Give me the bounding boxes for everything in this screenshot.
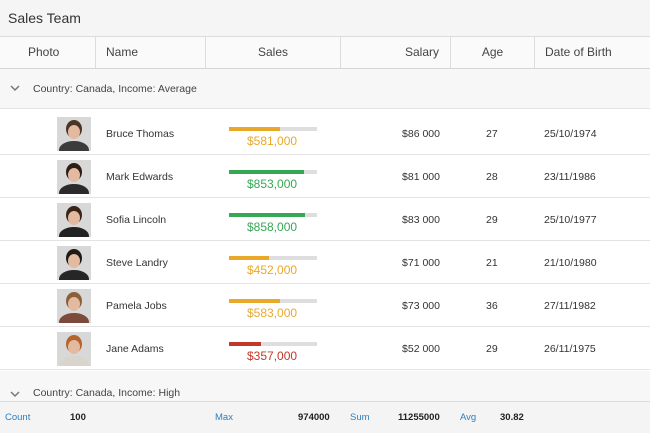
column-header-sales-label: Sales xyxy=(257,45,289,59)
data-rows: Bruce Thomas $581,000 $86 000 27 25/10/1… xyxy=(0,112,650,370)
person-photo xyxy=(57,246,91,280)
table-row[interactable]: Pamela Jobs $583,000 $73 000 36 27/11/19… xyxy=(0,284,650,327)
sales-value: $583,000 xyxy=(247,306,298,320)
table-row[interactable]: Mark Edwards $853,000 $81 000 28 23/11/1… xyxy=(0,155,650,198)
group-label: Country: Canada, Income: Average xyxy=(33,83,197,95)
count-label: Count xyxy=(5,412,31,423)
sales-bar-fill xyxy=(229,342,261,346)
column-header-sales[interactable]: Sales xyxy=(206,37,341,68)
column-header-photo[interactable]: Photo xyxy=(0,37,96,68)
max-value: 974000 xyxy=(298,412,330,423)
salary-value: $86 000 xyxy=(402,128,440,140)
dob-value: 26/11/1975 xyxy=(544,343,596,355)
age-value: 29 xyxy=(486,214,498,226)
table-row[interactable]: Bruce Thomas $581,000 $86 000 27 25/10/1… xyxy=(0,112,650,155)
salary-value: $52 000 xyxy=(402,343,440,355)
table-row[interactable]: Steve Landry $452,000 $71 000 21 21/10/1… xyxy=(0,241,650,284)
count-value: 100 xyxy=(70,412,86,423)
avatar xyxy=(57,332,91,366)
avatar xyxy=(57,289,91,323)
dob-value: 27/11/1982 xyxy=(544,300,596,312)
avg-value: 30.82 xyxy=(500,412,524,423)
sales-bar xyxy=(229,170,317,174)
column-header-photo-label: Photo xyxy=(28,45,60,59)
person-photo xyxy=(57,117,91,151)
column-header-dob[interactable]: Date of Birth xyxy=(535,37,650,68)
chevron-down-icon[interactable] xyxy=(9,388,21,400)
age-value: 27 xyxy=(486,128,498,140)
column-header-salary[interactable]: Salary xyxy=(341,37,451,68)
column-header-row: Photo Name Sales Salary Age Date of Birt… xyxy=(0,37,650,69)
column-header-age-label: Age xyxy=(481,45,504,59)
group-label: Country: Canada, Income: High xyxy=(33,387,181,399)
salary-value: $71 000 xyxy=(402,257,440,269)
dob-value: 23/11/1986 xyxy=(544,171,596,183)
column-header-salary-label: Salary xyxy=(404,45,439,59)
sales-value: $853,000 xyxy=(247,177,298,191)
employee-name: Sofia Lincoln xyxy=(106,214,167,226)
age-value: 36 xyxy=(486,300,498,312)
table-row[interactable]: Sofia Lincoln $858,000 $83 000 29 25/10/… xyxy=(0,198,650,241)
sales-bar xyxy=(229,342,317,346)
chevron-down-icon[interactable] xyxy=(9,82,21,94)
sales-bar-fill xyxy=(229,256,269,260)
employee-name: Bruce Thomas xyxy=(106,128,175,140)
sales-value: $858,000 xyxy=(247,220,298,234)
dob-value: 25/10/1977 xyxy=(544,214,597,226)
employee-name: Jane Adams xyxy=(106,343,164,355)
age-value: 29 xyxy=(486,343,498,355)
avg-label: Avg xyxy=(460,412,477,423)
column-header-age[interactable]: Age xyxy=(451,37,535,68)
salary-value: $81 000 xyxy=(402,171,440,183)
group-row[interactable]: Country: Canada, Income: Average xyxy=(0,69,650,109)
sales-bar-fill xyxy=(229,127,281,131)
sum-label: Sum xyxy=(350,412,370,423)
column-header-dob-label: Date of Birth xyxy=(545,45,612,59)
employee-name: Pamela Jobs xyxy=(106,300,167,312)
sales-bar xyxy=(229,213,317,217)
column-header-name[interactable]: Name xyxy=(96,37,206,68)
employee-name: Steve Landry xyxy=(106,257,168,269)
sales-value: $581,000 xyxy=(247,134,298,148)
person-photo xyxy=(57,289,91,323)
age-value: 21 xyxy=(486,257,498,269)
title-bar: Sales Team xyxy=(0,0,650,37)
column-header-name-label: Name xyxy=(106,45,139,59)
person-photo xyxy=(57,332,91,366)
sales-bar-fill xyxy=(229,299,281,303)
max-label: Max xyxy=(215,412,233,423)
avatar xyxy=(57,117,91,151)
avatar xyxy=(57,160,91,194)
employee-name: Mark Edwards xyxy=(106,171,174,183)
sales-value: $357,000 xyxy=(247,349,298,363)
sales-value: $452,000 xyxy=(247,263,298,277)
page-title: Sales Team xyxy=(8,10,81,26)
group-row[interactable]: Country: Canada, Income: High xyxy=(0,371,650,401)
avatar xyxy=(57,203,91,237)
sales-bar xyxy=(229,127,317,131)
person-photo xyxy=(57,160,91,194)
age-value: 28 xyxy=(486,171,498,183)
salary-value: $83 000 xyxy=(402,214,440,226)
sales-bar xyxy=(229,299,317,303)
table-row[interactable]: Jane Adams $357,000 $52 000 29 26/11/197… xyxy=(0,327,650,370)
sales-bar xyxy=(229,256,317,260)
sales-bar-fill xyxy=(229,170,304,174)
summary-footer: Count 100 Max 974000 Sum 11255000 Avg 30… xyxy=(0,401,650,433)
sum-value: 11255000 xyxy=(398,412,440,423)
avatar xyxy=(57,246,91,280)
sales-bar-fill xyxy=(229,213,305,217)
dob-value: 25/10/1974 xyxy=(544,128,597,140)
person-photo xyxy=(57,203,91,237)
salary-value: $73 000 xyxy=(402,300,440,312)
dob-value: 21/10/1980 xyxy=(544,257,597,269)
